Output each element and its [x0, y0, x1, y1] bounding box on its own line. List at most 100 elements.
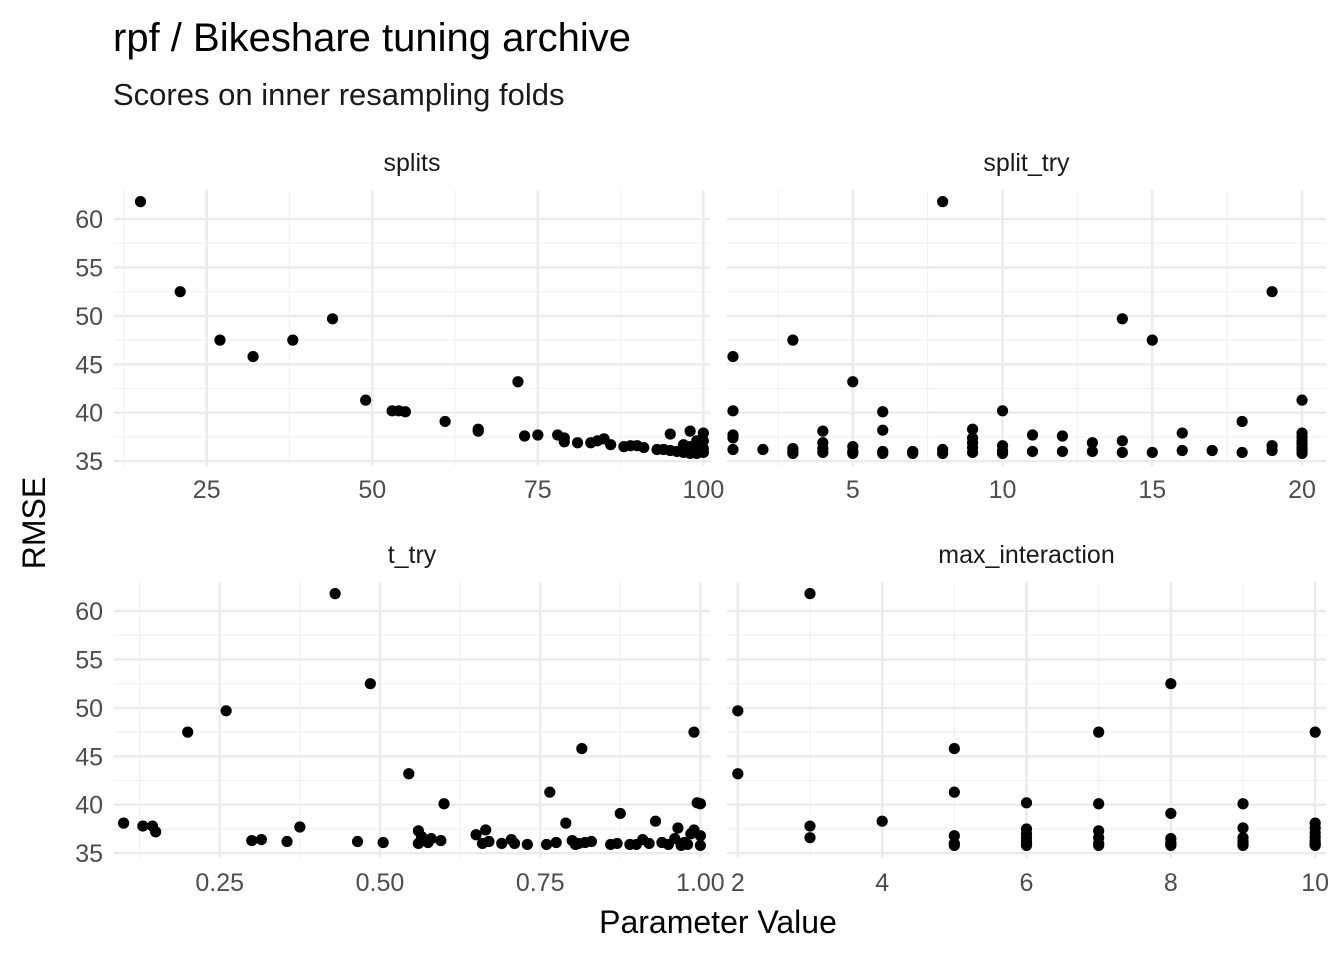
- data-point: [483, 835, 495, 848]
- data-point: [137, 820, 149, 832]
- data-point: [521, 838, 533, 851]
- data-point: [605, 439, 617, 451]
- data-point: [377, 836, 389, 849]
- data-point: [1165, 839, 1177, 852]
- data-point: [638, 442, 650, 454]
- data-point: [664, 428, 676, 440]
- data-point: [672, 822, 684, 834]
- data-point: [1237, 798, 1249, 810]
- data-point: [694, 830, 706, 842]
- y-tick-label: 40: [75, 792, 103, 820]
- data-point: [732, 705, 744, 717]
- data-point: [585, 835, 598, 848]
- data-point: [1116, 446, 1128, 459]
- facet-panels: splits 25 50 75 100 35 40 45 50 55 60 split_try 5 10 1…: [75, 149, 1329, 897]
- data-point: [560, 817, 572, 829]
- x-tick-label: 100: [683, 476, 725, 504]
- data-point: [877, 424, 889, 436]
- data-point: [220, 705, 232, 717]
- data-point: [480, 824, 492, 836]
- data-point: [697, 435, 709, 447]
- data-point: [1266, 444, 1278, 457]
- y-tick-label: 35: [75, 840, 103, 868]
- data-point: [1176, 427, 1188, 439]
- x-tick-label: 10: [1301, 869, 1329, 897]
- data-point: [697, 446, 709, 459]
- data-point: [1093, 726, 1105, 738]
- data-point: [1026, 429, 1039, 441]
- x-tick-label: 20: [1288, 476, 1316, 504]
- data-point: [544, 786, 556, 798]
- data-point: [1020, 839, 1033, 852]
- x-tick-label: 50: [358, 476, 386, 504]
- y-tick-label: 45: [75, 351, 103, 379]
- data-point: [182, 726, 194, 738]
- data-point: [1026, 445, 1039, 458]
- data-point: [134, 196, 147, 208]
- data-point: [1056, 445, 1069, 458]
- y-tick-label: 50: [75, 695, 103, 723]
- y-tick-label: 60: [75, 598, 103, 626]
- data-point: [287, 334, 299, 346]
- x-tick-label: 2: [731, 869, 745, 897]
- data-point: [496, 837, 508, 850]
- data-point: [694, 839, 706, 852]
- data-point: [877, 447, 889, 460]
- data-point: [727, 350, 739, 363]
- data-point: [118, 817, 130, 829]
- data-point: [174, 286, 186, 298]
- x-tick-label: 10: [989, 476, 1017, 504]
- data-point: [472, 425, 484, 437]
- x-tick-label: 0.25: [195, 869, 244, 897]
- x-tick-label: 25: [193, 476, 221, 504]
- data-point: [948, 839, 960, 852]
- data-point: [948, 830, 960, 842]
- data-point: [403, 768, 415, 780]
- data-point: [727, 405, 739, 417]
- chart-subtitle: Scores on inner resampling folds: [113, 77, 564, 112]
- data-point: [727, 432, 739, 444]
- x-tick-label: 5: [846, 476, 860, 504]
- data-point: [1296, 394, 1308, 406]
- data-point: [614, 807, 626, 820]
- facet-panel-split-try: split_try 5 10 15 20: [727, 149, 1326, 504]
- data-point: [532, 429, 544, 441]
- data-point: [281, 835, 293, 848]
- data-point: [1237, 822, 1249, 834]
- data-point: [804, 832, 816, 844]
- data-point: [877, 406, 889, 418]
- data-point: [540, 838, 553, 851]
- data-point: [817, 425, 829, 437]
- y-tick-label: 55: [75, 254, 103, 282]
- data-point: [1146, 334, 1158, 346]
- facet-strip-label: max_interaction: [938, 541, 1114, 569]
- data-point: [907, 447, 919, 460]
- data-point: [1086, 437, 1098, 449]
- data-point: [966, 446, 979, 459]
- data-point: [948, 786, 960, 798]
- data-point: [1309, 726, 1321, 738]
- data-point: [697, 427, 709, 439]
- data-point: [757, 443, 769, 456]
- y-tick-label: 40: [75, 400, 103, 428]
- data-point: [688, 726, 700, 738]
- facet-panel-max-interaction: max_interaction 2 4 6 8 10: [727, 541, 1329, 897]
- data-point: [1309, 839, 1321, 852]
- data-point: [512, 376, 524, 388]
- data-point: [438, 798, 450, 810]
- data-point: [1093, 839, 1105, 852]
- data-point: [732, 768, 744, 780]
- data-point: [1296, 447, 1308, 460]
- y-tick-label: 60: [75, 206, 103, 234]
- data-point: [948, 742, 960, 755]
- data-point: [684, 425, 696, 437]
- facet-panel-splits: splits 25 50 75 100 35 40 45 50 55 60: [75, 149, 724, 504]
- data-point: [576, 742, 588, 755]
- data-point: [1116, 313, 1128, 325]
- data-point: [329, 588, 341, 600]
- data-point: [435, 834, 447, 847]
- data-point: [1165, 807, 1177, 820]
- data-point: [1093, 798, 1105, 810]
- data-point: [1237, 839, 1249, 852]
